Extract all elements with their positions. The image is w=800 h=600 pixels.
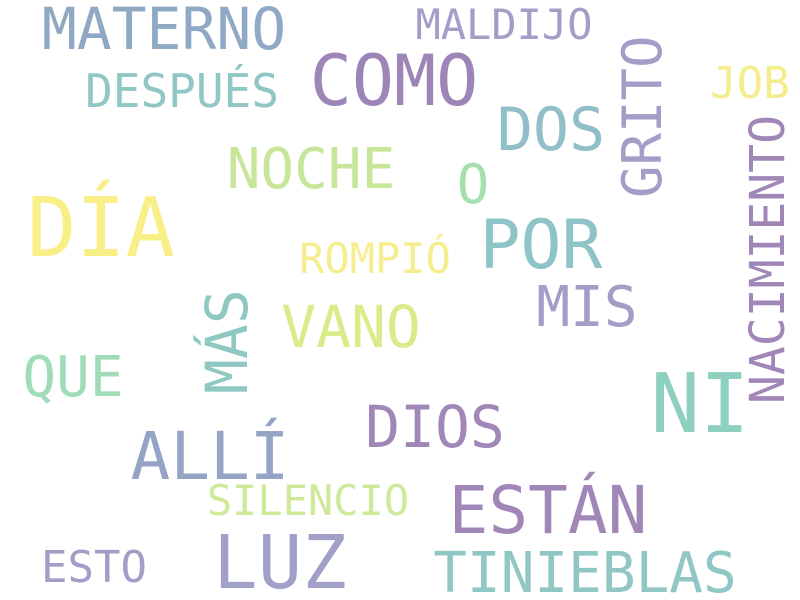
word-job: JOB [710,58,790,109]
word-dos: DOS [496,95,606,165]
word-dia: DÍA [26,181,176,276]
word-alli: ALLÍ [130,418,290,495]
word-que: QUE [22,345,124,410]
word-rompio: ROMPIÓ [299,234,451,283]
word-noche: NOCHE [226,137,396,202]
word-como: COMO [309,40,479,122]
word-dios: DIOS [365,393,505,461]
word-maldijo: MALDIJO [415,0,593,49]
word-vano: VANO [281,293,421,361]
word-estan: ESTÁN [448,472,648,549]
word-silencio: SILENCIO [206,476,410,525]
word-tinieblas: TINIEBLAS [433,541,737,600]
word-ni: NI [650,357,750,452]
word-luz: LUZ [213,520,347,600]
word-nacimiento: NACIMIENTO [740,115,796,404]
word-materno: MATERNO [41,0,287,63]
word-esto: ESTO [41,542,147,593]
word-o: O [456,153,490,216]
word-mis: MIS [536,275,638,340]
word-mas: MÁS [193,289,261,394]
word-grito: GRITO [611,35,674,198]
word-despues: DESPUÉS [85,64,279,118]
word-por: POR [479,206,603,285]
